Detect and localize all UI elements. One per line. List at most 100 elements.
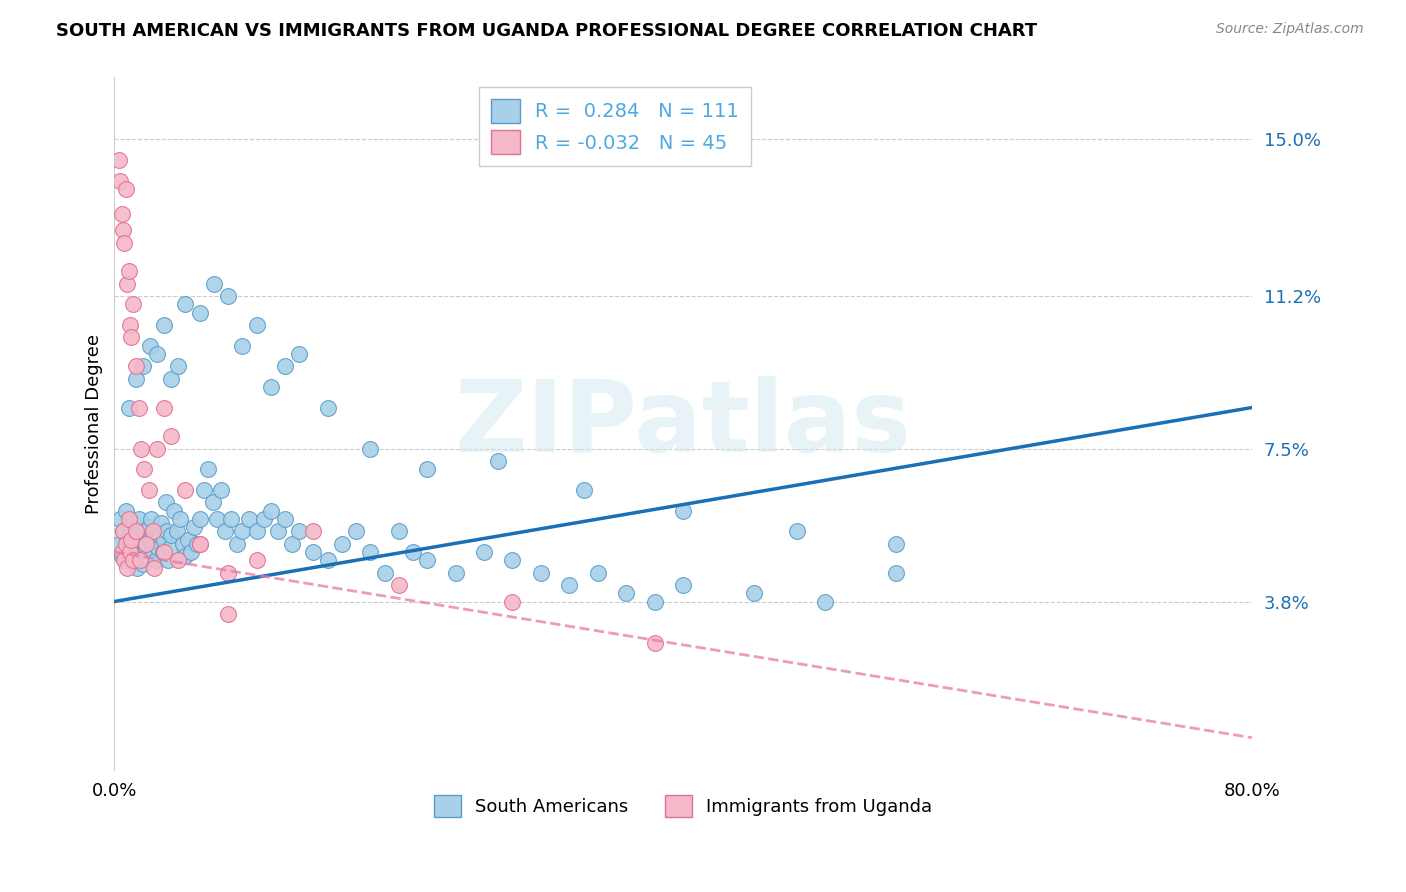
Point [167, 553, 190, 567]
Point [225, 537, 247, 551]
Point [148, 541, 170, 555]
Point [486, 454, 509, 468]
Point [166, 524, 188, 539]
Point [201, 495, 224, 509]
Point [188, 537, 211, 551]
Point [416, 553, 439, 567]
Point [152, 545, 174, 559]
Point [149, 528, 172, 542]
Point [388, 524, 411, 539]
Point [125, 537, 148, 551]
Point [138, 483, 160, 497]
Point [108, 512, 131, 526]
Point [501, 594, 523, 608]
Point [107, 153, 129, 167]
Point [127, 561, 149, 575]
Point [122, 528, 145, 542]
Point [121, 330, 143, 344]
Point [472, 545, 495, 559]
Point [146, 442, 169, 456]
Point [742, 586, 765, 600]
Point [205, 512, 228, 526]
Point [142, 545, 165, 559]
Point [302, 545, 325, 559]
Point [217, 289, 239, 303]
Point [330, 537, 353, 551]
Point [177, 533, 200, 547]
Point [131, 442, 153, 456]
Point [115, 561, 138, 575]
Point [359, 545, 381, 559]
Point [644, 636, 666, 650]
Point [180, 545, 202, 559]
Point [110, 549, 132, 563]
Point [444, 566, 467, 580]
Point [886, 537, 908, 551]
Point [302, 524, 325, 539]
Point [288, 347, 311, 361]
Point [136, 549, 159, 563]
Point [344, 524, 367, 539]
Point [128, 512, 150, 526]
Point [231, 524, 253, 539]
Point [121, 533, 143, 547]
Point [145, 553, 167, 567]
Point [146, 347, 169, 361]
Point [373, 566, 395, 580]
Point [111, 524, 134, 539]
Point [114, 504, 136, 518]
Point [316, 553, 339, 567]
Point [114, 182, 136, 196]
Point [160, 372, 183, 386]
Point [138, 520, 160, 534]
Point [267, 524, 290, 539]
Point [197, 462, 219, 476]
Point [167, 359, 190, 374]
Point [111, 223, 134, 237]
Point [122, 553, 145, 567]
Point [402, 545, 425, 559]
Point [132, 558, 155, 572]
Point [202, 277, 225, 291]
Point [160, 429, 183, 443]
Point [209, 483, 232, 497]
Point [814, 594, 837, 608]
Point [253, 512, 276, 526]
Point [150, 516, 173, 530]
Point [146, 524, 169, 539]
Point [135, 537, 157, 551]
Y-axis label: Professional Degree: Professional Degree [86, 334, 103, 514]
Point [530, 566, 553, 580]
Point [231, 339, 253, 353]
Point [219, 512, 242, 526]
Point [153, 318, 176, 332]
Point [260, 504, 283, 518]
Point [416, 462, 439, 476]
Point [586, 566, 609, 580]
Point [128, 401, 150, 415]
Point [118, 545, 141, 559]
Point [288, 524, 311, 539]
Point [160, 528, 183, 542]
Point [238, 512, 260, 526]
Point [110, 206, 132, 220]
Point [139, 339, 162, 353]
Point [111, 524, 134, 539]
Point [217, 566, 239, 580]
Point [188, 537, 211, 551]
Point [886, 566, 908, 580]
Point [112, 545, 135, 559]
Point [159, 541, 181, 555]
Point [183, 520, 205, 534]
Point [157, 553, 180, 567]
Point [139, 533, 162, 547]
Point [274, 512, 297, 526]
Point [155, 495, 177, 509]
Point [359, 442, 381, 456]
Point [141, 512, 163, 526]
Point [122, 297, 145, 311]
Point [260, 380, 283, 394]
Point [117, 264, 139, 278]
Point [124, 516, 146, 530]
Point [274, 359, 297, 374]
